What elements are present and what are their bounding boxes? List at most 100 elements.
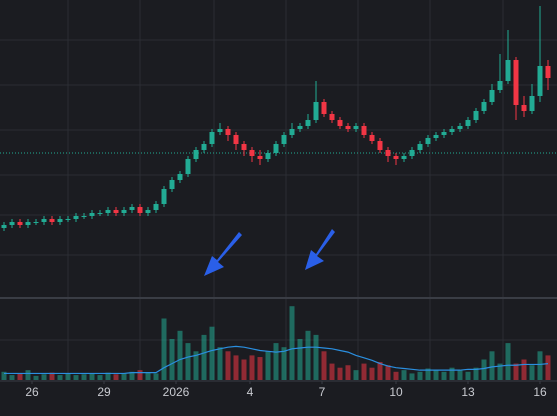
- volume-bar: [209, 326, 215, 380]
- volume-bar: [297, 339, 303, 380]
- x-tick-label: 16: [533, 385, 547, 399]
- candle-body: [505, 60, 511, 81]
- volume-bar: [137, 370, 143, 380]
- volume-bar: [313, 334, 319, 380]
- candle-body: [473, 111, 479, 120]
- candle-body: [377, 141, 383, 150]
- candle-body: [97, 213, 103, 214]
- candle-body: [193, 150, 199, 159]
- candle-body: [313, 102, 319, 120]
- candle-body: [385, 150, 391, 156]
- candle-body: [209, 132, 215, 144]
- volume-bar: [545, 355, 551, 380]
- candle-body: [233, 135, 239, 144]
- volume-bar: [417, 371, 423, 380]
- candle-body: [417, 144, 423, 150]
- volume-bar: [17, 373, 23, 380]
- volume-bar: [497, 363, 503, 380]
- annotation-arrows: [204, 229, 335, 276]
- candle-body: [65, 219, 71, 220]
- candle-body: [449, 129, 455, 132]
- volume-bar: [1, 371, 7, 380]
- volume-bar: [41, 374, 47, 380]
- candle-body: [305, 120, 311, 126]
- volume-bar: [25, 370, 31, 380]
- volume-bar: [169, 339, 175, 380]
- volume-bar: [353, 370, 359, 380]
- candle-body: [241, 144, 247, 150]
- volume-bar: [457, 370, 463, 380]
- volume-bar: [233, 355, 239, 380]
- candle-body: [153, 204, 159, 210]
- candle-body: [249, 150, 255, 156]
- volume-bar: [361, 363, 367, 380]
- candle-body: [17, 222, 23, 225]
- arrow: [204, 232, 242, 276]
- volume-bar: [481, 359, 487, 380]
- candle-body: [281, 135, 287, 144]
- candle-body: [25, 222, 31, 225]
- candle-body: [489, 90, 495, 102]
- volume-bar: [81, 374, 87, 380]
- volume-bar: [449, 367, 455, 380]
- candle-body: [289, 129, 295, 135]
- volume-bar: [305, 330, 311, 380]
- volume-bar: [345, 365, 351, 380]
- volume-bar: [241, 359, 247, 380]
- volume-bar: [529, 365, 535, 380]
- candle-body: [185, 159, 191, 174]
- volume-bar: [177, 330, 183, 380]
- volume-bar: [161, 318, 167, 380]
- volume-bar: [369, 367, 375, 380]
- volume-bar: [489, 351, 495, 380]
- volume-bar: [185, 343, 191, 380]
- candle-body: [521, 105, 527, 111]
- volume-bar: [49, 372, 55, 380]
- volume-bar: [425, 368, 431, 380]
- volume-bar: [281, 347, 287, 380]
- candle-body: [297, 126, 303, 129]
- candle-body: [257, 156, 263, 159]
- volume-bar: [273, 343, 279, 380]
- candle-body: [321, 102, 327, 114]
- candle-body: [113, 210, 119, 213]
- volume-bar: [57, 375, 63, 380]
- volume-bar: [65, 373, 71, 380]
- candle-body: [265, 153, 271, 159]
- volume-bar: [385, 365, 391, 380]
- candle-body: [441, 132, 447, 135]
- volume-bar: [329, 363, 335, 380]
- volume-bar: [97, 375, 103, 380]
- volume-bar: [153, 373, 159, 380]
- volume-bar: [89, 373, 95, 380]
- candle-body: [169, 180, 175, 189]
- candle-body: [433, 135, 439, 138]
- arrow: [305, 229, 335, 270]
- volume-bar: [121, 373, 127, 380]
- candle-body: [337, 120, 343, 126]
- candle-body: [529, 96, 535, 111]
- volume-bar: [265, 351, 271, 380]
- candle-body: [513, 60, 519, 105]
- candle-body: [425, 138, 431, 144]
- candle-body: [345, 126, 351, 129]
- candle-body: [369, 135, 375, 141]
- volume-bar: [225, 351, 231, 380]
- candle-body: [105, 210, 111, 213]
- x-tick-label: 26: [25, 385, 39, 399]
- x-tick-label: 13: [461, 385, 475, 399]
- volume-bar: [113, 374, 119, 380]
- candle-body: [121, 210, 127, 213]
- candle-body: [457, 126, 463, 129]
- candle-body: [225, 129, 231, 135]
- volume-bar: [513, 363, 519, 380]
- candle-body: [401, 156, 407, 159]
- marks: 26 29 2026 4 7 10 13 16: [0, 6, 557, 399]
- volume-bar: [289, 306, 295, 380]
- volume-bar: [393, 371, 399, 380]
- volume-bar: [73, 375, 79, 380]
- candle-body: [89, 213, 95, 216]
- volume-bar: [217, 347, 223, 380]
- candle-body: [41, 219, 47, 222]
